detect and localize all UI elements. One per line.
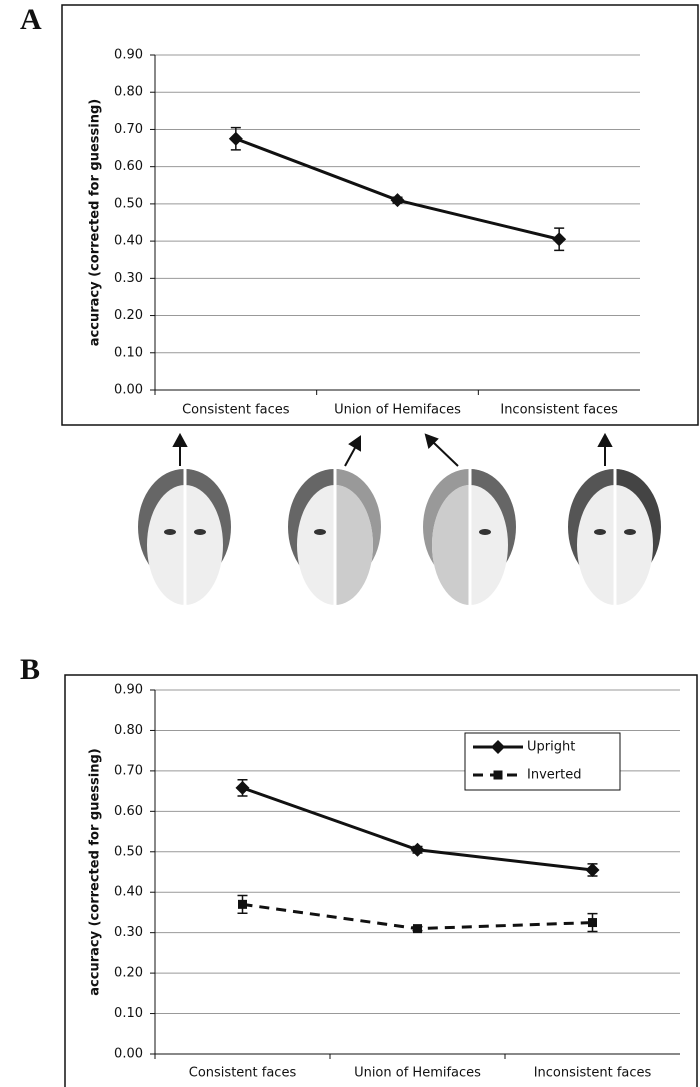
marker bbox=[552, 232, 567, 247]
y-tick-label: 0.00 bbox=[114, 1047, 143, 1062]
legend-marker bbox=[493, 770, 503, 780]
y-tick-label: 0.50 bbox=[114, 196, 143, 211]
marker bbox=[588, 918, 597, 928]
legend-label: Upright bbox=[527, 740, 575, 755]
x-tick-label: Inconsistent faces bbox=[500, 403, 618, 418]
x-tick-label: Consistent faces bbox=[189, 1066, 297, 1081]
panel-label: B bbox=[20, 653, 40, 686]
y-tick-label: 0.30 bbox=[114, 271, 143, 286]
series-line bbox=[241, 786, 593, 872]
marker bbox=[410, 842, 425, 857]
y-tick-label: 0.60 bbox=[114, 804, 143, 819]
y-tick-label: 0.20 bbox=[114, 966, 143, 981]
y-tick-label: 0.40 bbox=[114, 234, 143, 249]
arrows bbox=[172, 432, 613, 467]
eye bbox=[164, 529, 176, 535]
y-tick-label: 0.50 bbox=[114, 844, 143, 859]
y-tick-label: 0.00 bbox=[114, 383, 143, 398]
y-axis-title: accuracy (corrected for guessing) bbox=[88, 748, 103, 995]
face-images bbox=[138, 468, 661, 612]
marker bbox=[235, 780, 250, 795]
y-tick-label: 0.20 bbox=[114, 308, 143, 323]
blank-half bbox=[432, 485, 470, 605]
y-tick-label: 0.60 bbox=[114, 159, 143, 174]
y-axis-title: accuracy (corrected for guessing) bbox=[88, 99, 103, 346]
eye bbox=[314, 529, 326, 535]
x-tick-label: Union of Hemifaces bbox=[334, 403, 461, 418]
panel-frame bbox=[64, 674, 698, 1087]
blank-half bbox=[335, 485, 373, 605]
x-tick-label: Inconsistent faces bbox=[534, 1066, 652, 1081]
x-tick-label: Consistent faces bbox=[182, 403, 290, 418]
y-tick-label: 0.90 bbox=[114, 48, 143, 63]
eye bbox=[194, 529, 206, 535]
marker bbox=[413, 924, 422, 934]
y-tick-label: 0.10 bbox=[114, 1006, 143, 1021]
series-line bbox=[235, 137, 560, 241]
y-tick-label: 0.40 bbox=[114, 885, 143, 900]
y-tick-label: 0.80 bbox=[114, 723, 143, 738]
panel-frame bbox=[61, 4, 699, 426]
y-tick-label: 0.70 bbox=[114, 763, 143, 778]
eye bbox=[624, 529, 636, 535]
marker bbox=[228, 131, 243, 146]
panel-label: A bbox=[20, 3, 42, 36]
y-tick-label: 0.90 bbox=[114, 683, 143, 698]
y-tick-label: 0.30 bbox=[114, 925, 143, 940]
marker bbox=[238, 899, 247, 909]
y-tick-label: 0.80 bbox=[114, 85, 143, 100]
marker bbox=[390, 193, 405, 208]
y-tick-label: 0.70 bbox=[114, 122, 143, 137]
x-tick-label: Union of Hemifaces bbox=[354, 1066, 481, 1081]
marker bbox=[585, 862, 600, 877]
eye bbox=[479, 529, 491, 535]
y-tick-label: 0.10 bbox=[114, 345, 143, 360]
legend-marker bbox=[491, 740, 505, 754]
legend-box bbox=[464, 732, 621, 791]
eye bbox=[594, 529, 606, 535]
legend-label: Inverted bbox=[527, 768, 581, 783]
